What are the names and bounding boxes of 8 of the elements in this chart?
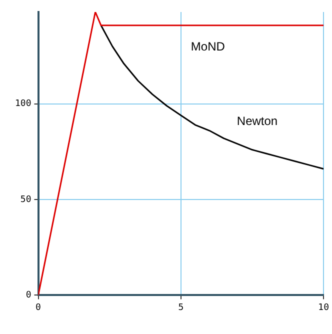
series-label: Newton — [236, 114, 278, 128]
x-tick-label: 5 — [178, 302, 184, 313]
y-tick-label: 100 — [14, 99, 32, 110]
series-label: MoND — [190, 40, 226, 54]
x-tick-label: 10 — [318, 302, 330, 313]
x-tick-label: 0 — [36, 302, 41, 313]
y-tick-label: 0 — [26, 290, 32, 301]
y-tick-label: 50 — [20, 194, 32, 205]
